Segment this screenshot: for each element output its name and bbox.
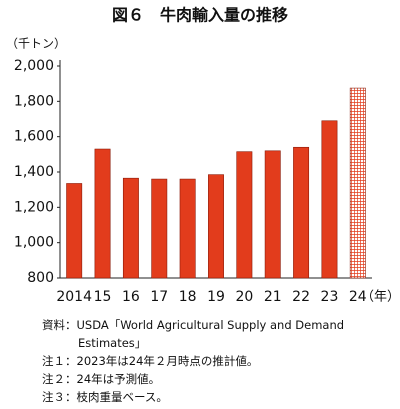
y-unit: （千トン） bbox=[6, 37, 66, 51]
note: 注３：枝肉重量ベース。 bbox=[42, 390, 168, 404]
bar bbox=[236, 151, 253, 279]
bar bbox=[321, 120, 338, 279]
y-tick-label: 1,200 bbox=[14, 199, 54, 215]
note: 注２：24年は予測値。 bbox=[42, 372, 161, 386]
y-tick-label: 1,400 bbox=[14, 164, 54, 180]
y-tick-label: 1,800 bbox=[14, 93, 54, 109]
chart: 図６ 牛肉輸入量の推移 （千トン） （年） 800 1,000 1,200 1,400… bbox=[6, 6, 400, 306]
bar bbox=[94, 148, 111, 279]
chart-title: 図６ 牛肉輸入量の推移 bbox=[112, 6, 288, 25]
notes: 資料：USDA「World Agricultural Supply and De… bbox=[42, 316, 392, 406]
note: 資料：USDA「World Agricultural Supply and De… bbox=[42, 318, 345, 350]
bar bbox=[264, 150, 281, 279]
note: 注１：2023年は24年２月時点の推計値。 bbox=[42, 354, 259, 368]
y-tick-label: 800 bbox=[27, 270, 54, 286]
bar bbox=[179, 178, 196, 279]
x-tick-label: 17 bbox=[150, 289, 168, 305]
bar bbox=[151, 178, 168, 279]
x-tick-label: 2014 bbox=[56, 289, 92, 305]
x-unit: （年） bbox=[361, 290, 400, 305]
y-tick-label: 2,000 bbox=[14, 58, 54, 74]
x-tick-label: 18 bbox=[179, 289, 197, 305]
bar bbox=[293, 146, 310, 279]
x-tick-label: 20 bbox=[235, 289, 253, 305]
bar bbox=[66, 183, 83, 279]
bar bbox=[122, 177, 139, 279]
x-tick-label: 19 bbox=[207, 289, 225, 305]
x-tick-label: 15 bbox=[94, 289, 112, 305]
x-tick-label: 21 bbox=[264, 289, 282, 305]
bar bbox=[208, 174, 224, 279]
y-tick-label: 1,000 bbox=[14, 235, 54, 251]
x-tick-label: 22 bbox=[292, 289, 310, 305]
bar bbox=[349, 87, 366, 279]
x-tick-label: 16 bbox=[122, 289, 140, 305]
y-tick-label: 1,600 bbox=[14, 129, 54, 145]
x-tick-label: 24 bbox=[349, 289, 367, 305]
x-tick-label: 23 bbox=[321, 289, 339, 305]
